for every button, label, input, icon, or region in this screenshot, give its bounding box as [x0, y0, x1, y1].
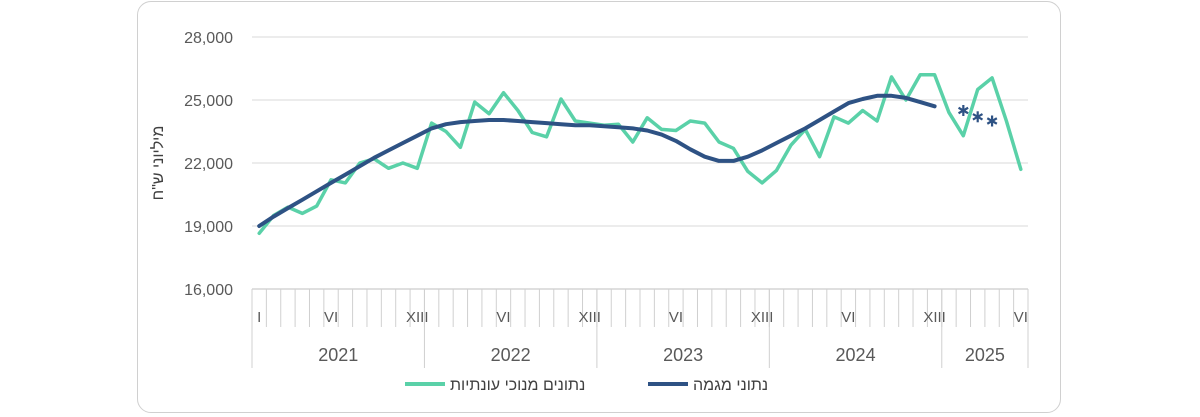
legend-label-seasonal: נתונים מנוכי עונתיות: [450, 377, 585, 394]
year-label: 2022: [491, 345, 531, 365]
y-axis-ticks: 16,000 19,000 22,000 25,000 28,000: [184, 30, 233, 299]
legend: נתונים מנוכי עונתיות נתוני מגמה: [405, 377, 768, 394]
projection-point: [972, 111, 984, 123]
month-tick-label: VI: [841, 309, 855, 326]
y-tick-label: 25,000: [184, 93, 233, 110]
month-tick-label: XIII: [751, 309, 774, 326]
y-tick-label: 28,000: [184, 30, 233, 47]
y-tick-label: 22,000: [184, 156, 233, 173]
year-label: 2025: [965, 345, 1005, 365]
year-label: 2024: [836, 345, 876, 365]
month-tick-label: XIII: [578, 309, 601, 326]
projection-point: [958, 105, 969, 116]
series-group: [257, 73, 1023, 236]
projection-point: [986, 115, 998, 127]
month-tick-label: VI: [324, 309, 338, 326]
year-label: 2021: [318, 345, 358, 365]
year-label: 2023: [663, 345, 703, 365]
month-tick-label: VI: [1014, 309, 1028, 326]
month-tick-label: XIII: [406, 309, 429, 326]
x-axis: I VI XIII VI XIII VI XIII VI XIII VI 2021 2022 2023 2…: [251, 289, 1029, 368]
y-tick-label: 19,000: [184, 219, 233, 236]
y-tick-label: 16,000: [184, 282, 233, 299]
month-tick-label: VI: [669, 309, 683, 326]
legend-label-trend: נתוני מגמה: [693, 377, 768, 394]
month-tick-label: XIII: [923, 309, 946, 326]
y-axis-label: מיליוני ש"ח: [149, 126, 167, 201]
month-tick-label: VI: [496, 309, 510, 326]
month-tick-label: I: [257, 309, 261, 326]
series-line-trend: [257, 93, 937, 228]
